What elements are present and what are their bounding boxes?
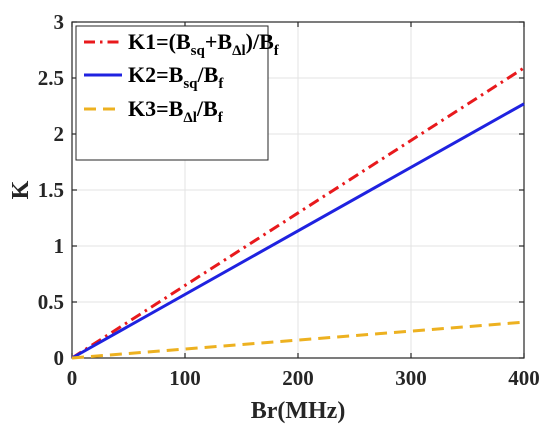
y-tick-label: 2	[54, 122, 65, 146]
series-line-k1	[71, 66, 525, 360]
x-axis-title: Br(MHz)	[251, 398, 346, 424]
legend-label-k3: K3=BΔl/Bf	[128, 96, 224, 126]
x-tick-label: 0	[67, 366, 78, 390]
legend-label-k1: K1=(Bsq+BΔl)/Bf	[128, 29, 280, 59]
x-tick-label: 300	[395, 366, 427, 390]
series-line-k2	[71, 102, 525, 360]
series-lines	[71, 66, 525, 360]
axes	[71, 21, 525, 359]
x-tick-label: 200	[282, 366, 314, 390]
y-axis-title: K	[8, 180, 34, 199]
y-tick-label: 1	[54, 234, 65, 258]
legend-box	[75, 25, 269, 161]
x-tick-label: 400	[508, 366, 540, 390]
legend-label-k2: K2=Bsq/Bf	[128, 62, 224, 92]
x-tick-label: 100	[169, 366, 201, 390]
y-tick-label: 2.5	[38, 66, 64, 90]
tick-labels: 0 100 200 300 400 0 0.5 1 1.5 2 2.5 3	[38, 10, 540, 390]
y-tick-label: 0	[54, 346, 65, 370]
y-tick-label: 0.5	[38, 290, 64, 314]
y-tick-label: 1.5	[38, 178, 64, 202]
y-tick-label: 3	[54, 10, 65, 34]
